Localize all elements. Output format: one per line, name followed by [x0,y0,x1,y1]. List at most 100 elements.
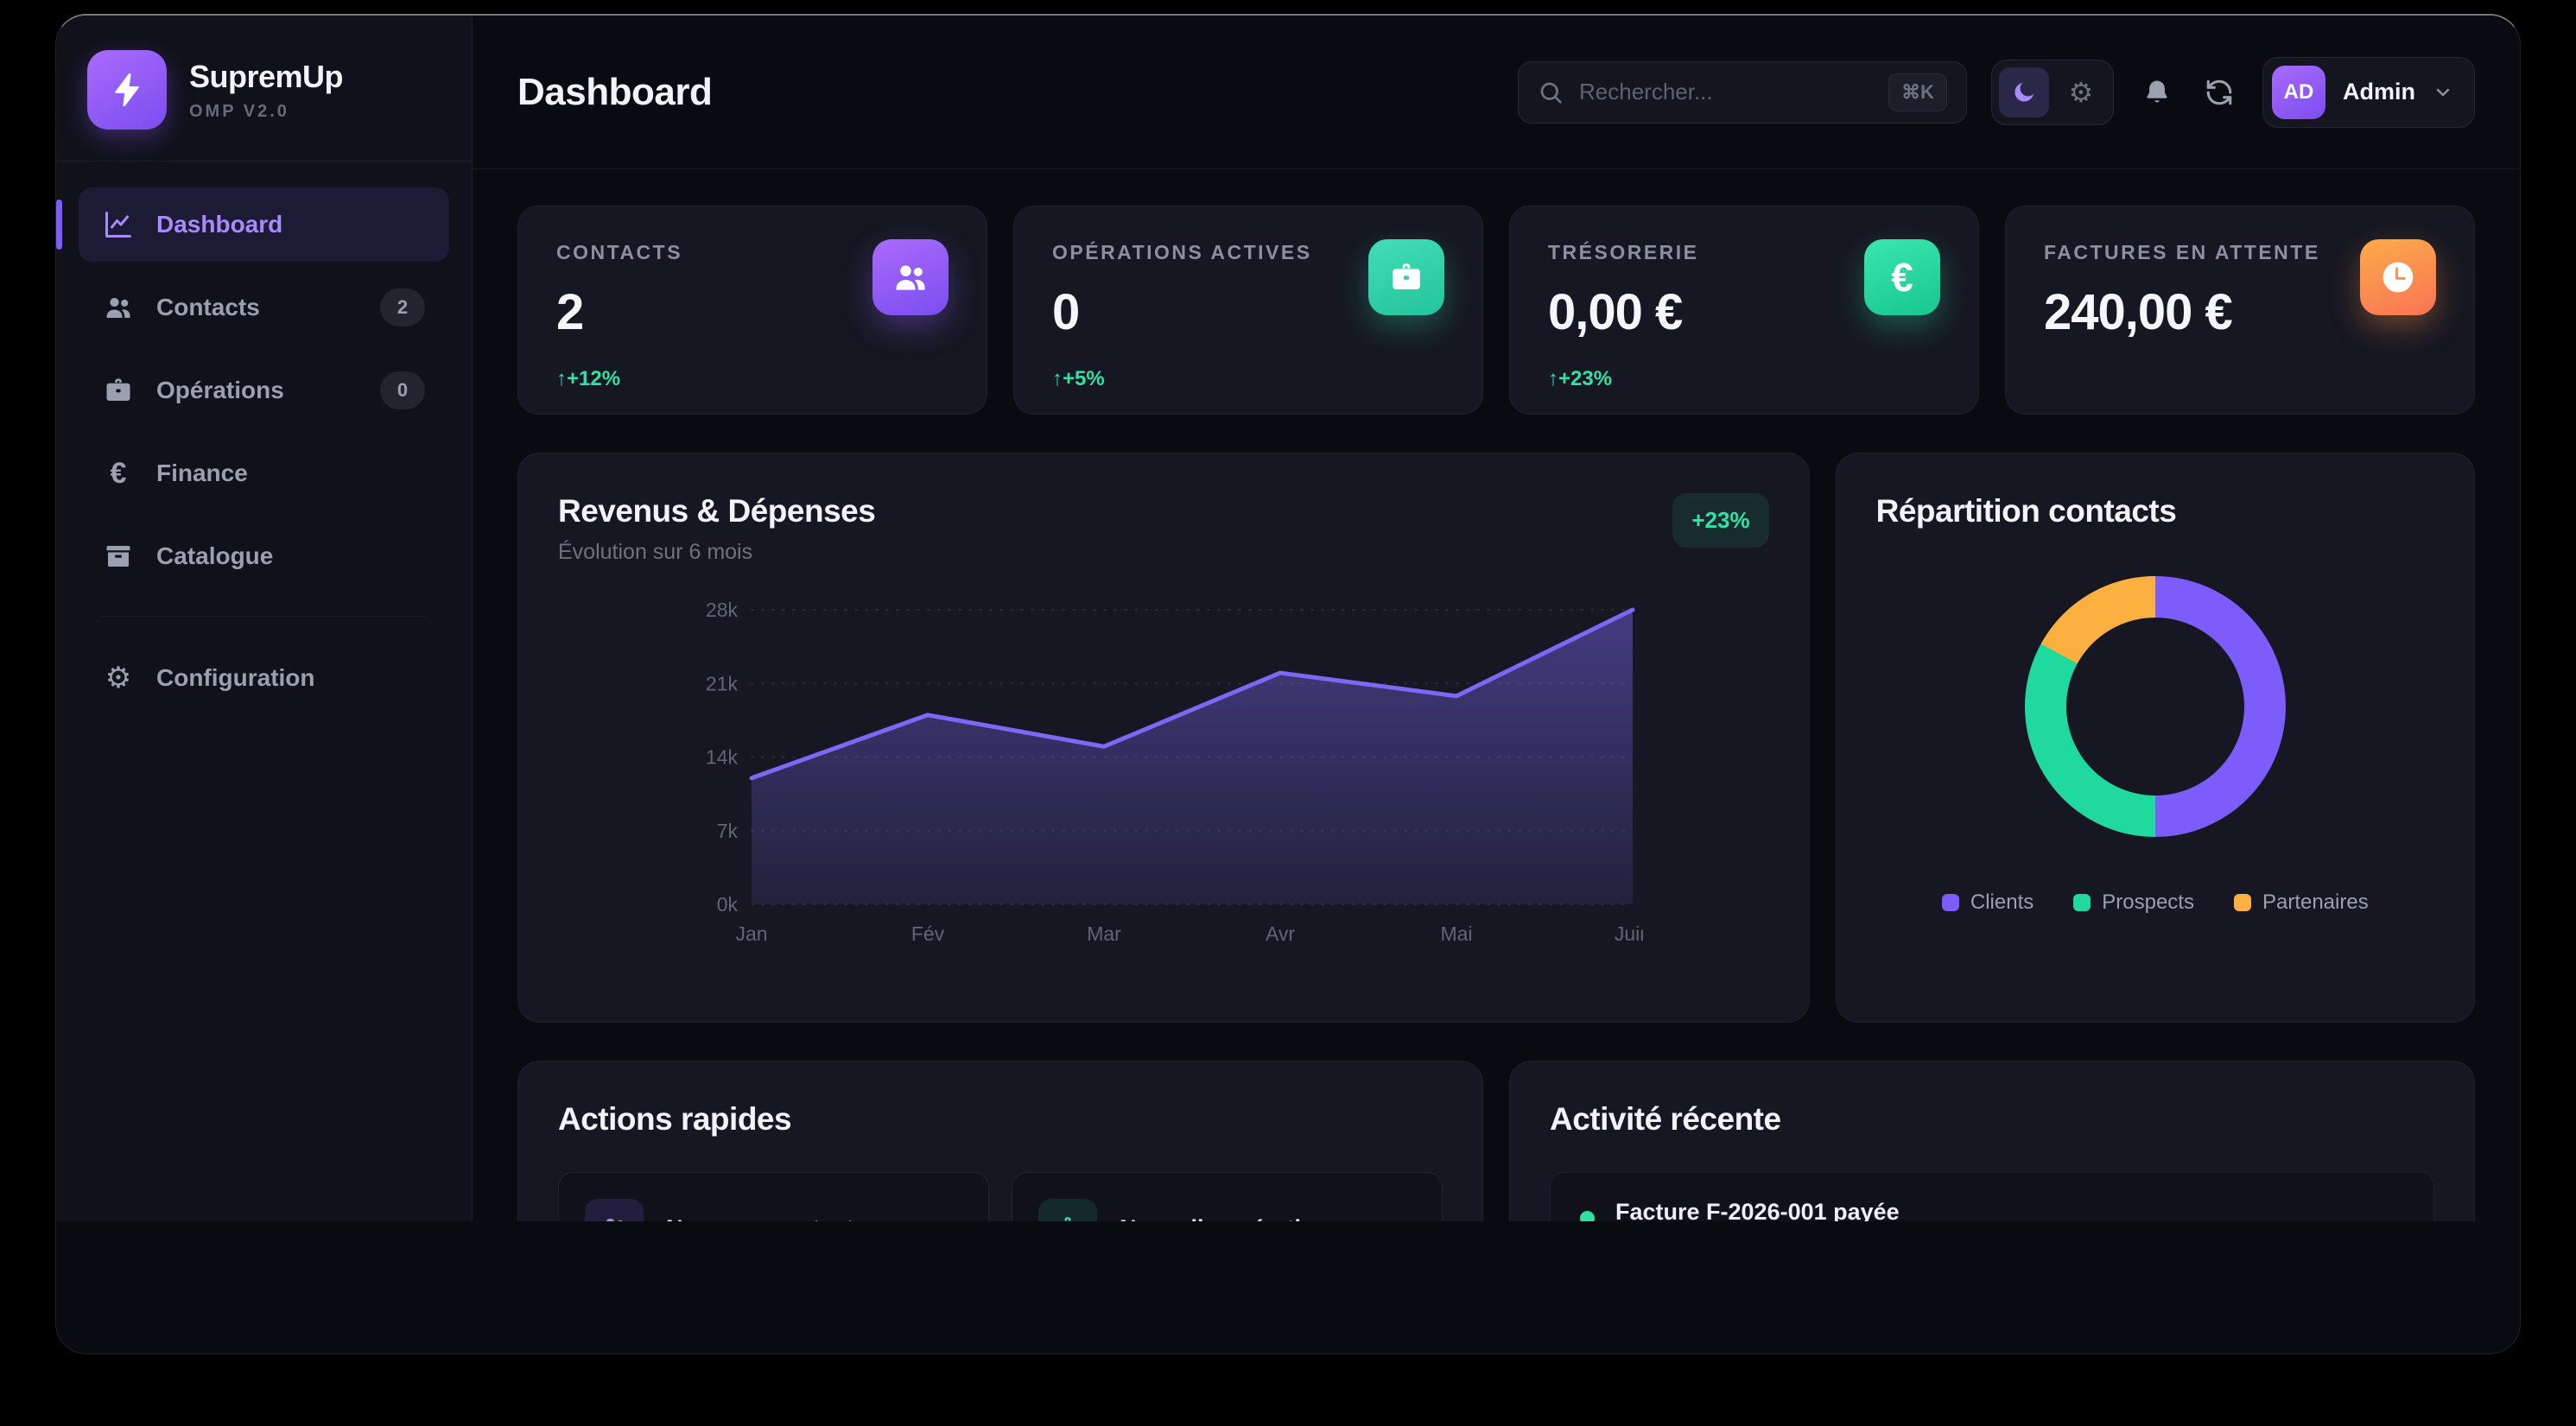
legend-swatch [2073,894,2091,911]
briefcase-icon [1368,239,1444,315]
stat-trend: +23% [1548,367,1940,391]
search-input[interactable] [1579,79,1874,105]
sidebar-item-contacts[interactable]: Contacts 2 [79,270,449,345]
sidebar-item-operations[interactable]: Opérations 0 [79,353,449,428]
svg-text:Mai: Mai [1440,922,1472,945]
sidebar: SupremUp OMP V2.0 Dashboard Contacts 2 [56,16,473,1221]
stat-card-tresorerie[interactable]: TRÉSORERIE 0,00 € +23% € [1509,206,1979,415]
clock-icon [2360,239,2436,315]
status-dot [1580,1211,1595,1221]
notifications-button[interactable] [2138,73,2176,111]
sidebar-item-finance[interactable]: € Finance [79,436,449,510]
sidebar-item-label: Catalogue [156,542,274,569]
stat-card-operations[interactable]: OPÉRATIONS ACTIVES 0 +5% [1013,206,1483,415]
sidebar-item-configuration[interactable]: ⚙ Configuration [79,641,449,715]
brand: SupremUp OMP V2.0 [56,16,472,162]
stat-label: CONTACTS [556,241,683,263]
revenue-panel-heading: Revenus & Dépenses Évolution sur 6 mois [558,493,876,565]
sidebar-item-catalogue[interactable]: Catalogue [79,519,449,593]
brand-subtitle: OMP V2.0 [189,101,289,121]
sidebar-divider [101,616,427,617]
svg-text:28k: 28k [706,599,739,621]
sidebar-nav: Dashboard Contacts 2 Opérations 0 € Fina… [56,162,472,724]
chart-line-icon [105,212,131,238]
euro-icon: € [110,457,127,490]
stat-value: 0 [1052,284,1080,340]
recent-activity-title: Activité récente [1550,1101,1781,1137]
quick-action-label: Nouvelle opération [1120,1215,1329,1222]
activity-list-item[interactable]: Facture F-2026-001 payée Il y a 2h [1550,1172,2434,1221]
bell-icon [2147,80,2167,102]
sidebar-item-label: Configuration [156,664,315,691]
search-bar[interactable]: ⌘K [1518,60,1967,124]
stat-label: TRÉSORERIE [1548,241,1699,263]
sidebar-item-label: Opérations [156,377,284,403]
topbar-controls: ⌘K ⚙ [1518,56,2475,128]
theme-system-button[interactable]: ⚙ [2056,67,2106,117]
legend-item-partenaires: Partenaires [2233,890,2369,915]
new-contact-button[interactable]: Nouveau contact [558,1172,989,1221]
revenue-subtitle: Évolution sur 6 mois [558,540,753,564]
contacts-donut-chart [2024,576,2286,837]
svg-text:Fév: Fév [911,922,945,945]
euro-icon: € [1864,239,1940,315]
recent-activity-panel: Activité récente Facture F-2026-001 payé… [1509,1061,2475,1221]
legend-swatch [2233,894,2251,911]
topbar: Dashboard ⌘K ⚙ [473,16,2520,169]
theme-toggle: ⚙ [1991,59,2114,125]
svg-text:Mar: Mar [1087,922,1121,945]
refresh-icon [2206,79,2232,105]
sidebar-item-label: Dashboard [156,211,283,238]
legend-item-prospects: Prospects [2073,890,2194,915]
donut-legend: Clients Prospects Partenaires [1876,890,2434,915]
svg-text:7k: 7k [717,820,739,842]
stat-card-contacts[interactable]: CONTACTS 2 +12% [517,206,987,415]
refresh-button[interactable] [2200,73,2238,111]
operations-count-badge: 0 [380,371,425,409]
users-icon [872,239,949,315]
theme-dark-button[interactable] [1999,67,2049,117]
stat-value: 0,00 € [1548,284,1683,340]
lightning-bolt-icon [115,73,139,107]
svg-text:0k: 0k [717,893,739,916]
svg-text:Avr: Avr [1266,922,1295,945]
gear-icon: ⚙ [2068,76,2094,108]
active-indicator [56,200,62,250]
stat-value: 240,00 € [2044,284,2233,340]
user-menu[interactable]: AD Admin [2262,56,2475,128]
contacts-donut-panel: Répartition contacts Clients [1835,453,2475,1023]
search-icon [1540,82,1562,104]
briefcase-icon [1038,1199,1097,1221]
stat-card-factures[interactable]: FACTURES EN ATTENTE 240,00 € [2005,206,2475,415]
bottom-row: Actions rapides Nouveau contact [517,1061,2475,1221]
stat-label: OPÉRATIONS ACTIVES [1052,241,1312,263]
new-operation-button[interactable]: Nouvelle opération [1012,1172,1443,1221]
revenue-trend-badge: +23% [1672,493,1769,548]
svg-text:Juin: Juin [1615,922,1643,945]
sidebar-item-label: Contacts [156,294,260,320]
revenue-title: Revenus & Dépenses [558,493,876,529]
legend-label: Prospects [2102,890,2194,914]
quick-action-label: Nouveau contact [666,1215,854,1222]
revenue-area-chart: 0k 7k 14k 21k 28k Jan Fév Mar Avr Mai Juin [558,594,1769,953]
sidebar-item-dashboard[interactable]: Dashboard [56,187,449,262]
activity-item-title: Facture F-2026-001 payée [1615,1199,1900,1221]
svg-text:Jan: Jan [735,922,767,945]
dashboard-content: CONTACTS 2 +12% OPÉRATIONS ACTIVES 0 +5% [473,169,2520,1221]
sidebar-item-label: Finance [156,459,248,486]
user-name: Admin [2343,79,2415,105]
gear-icon: ⚙ [105,662,132,694]
donut-title: Répartition contacts [1875,493,2177,529]
users-icon [585,1199,644,1221]
quick-actions-panel: Actions rapides Nouveau contact [517,1061,1483,1221]
contacts-count-badge: 2 [380,288,425,326]
revenue-chart-panel: Revenus & Dépenses Évolution sur 6 mois … [517,453,1810,1023]
legend-item-clients: Clients [1941,890,2034,915]
chevron-down-icon [2436,88,2450,96]
legend-label: Partenaires [2262,890,2369,914]
main-area: Dashboard ⌘K ⚙ [473,16,2520,1221]
stat-cards: CONTACTS 2 +12% OPÉRATIONS ACTIVES 0 +5% [517,206,2475,415]
quick-actions-title: Actions rapides [558,1101,792,1137]
svg-text:21k: 21k [706,672,739,694]
search-shortcut-kbd: ⌘K [1888,73,1947,111]
